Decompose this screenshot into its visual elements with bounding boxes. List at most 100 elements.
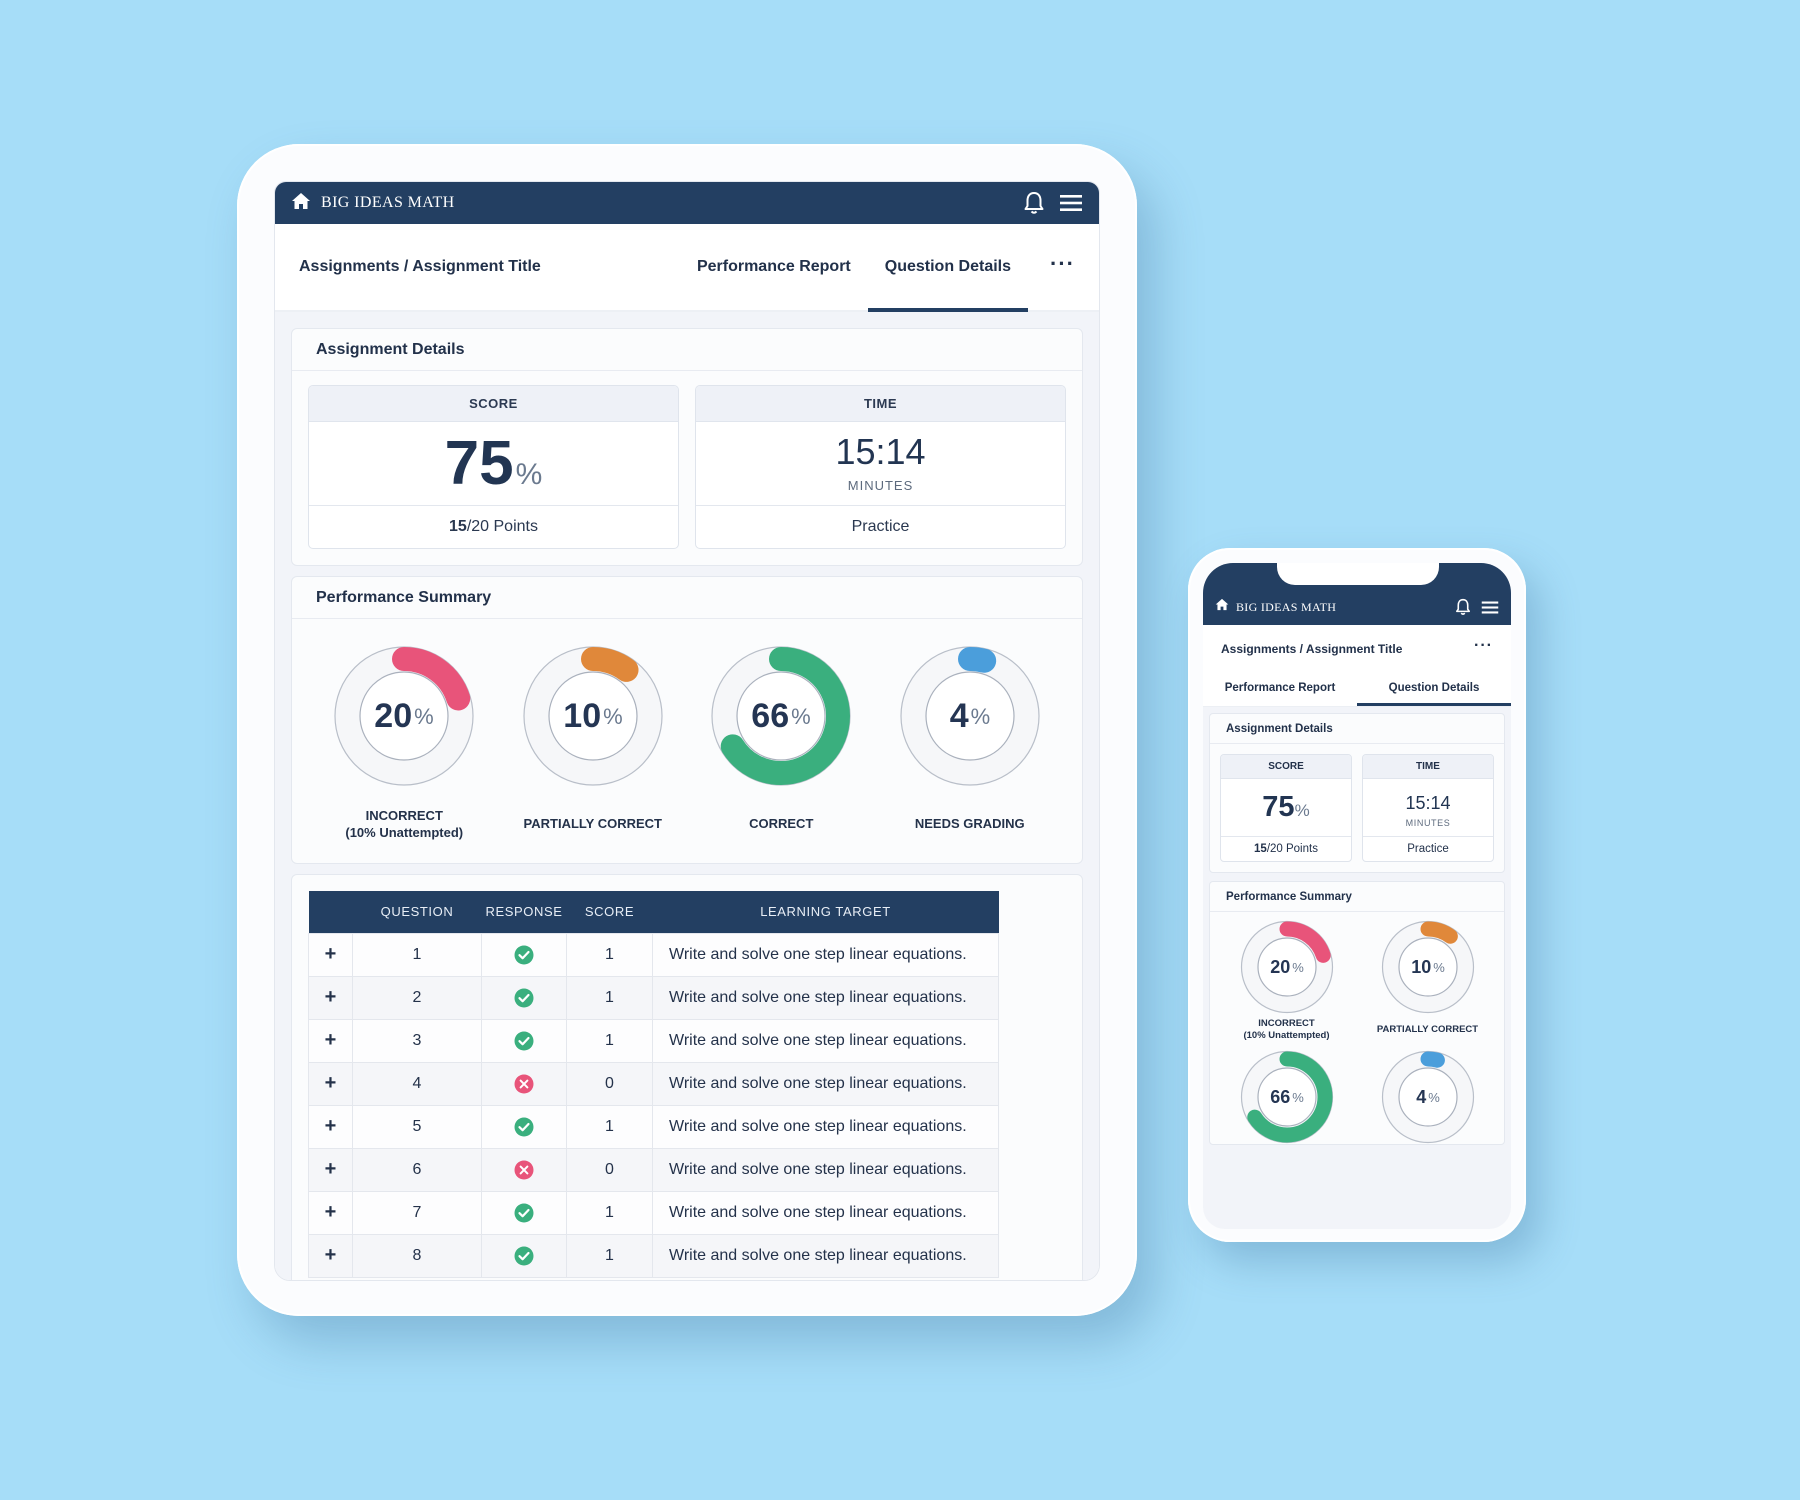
donut-category-label: PARTIALLY CORRECT — [524, 807, 662, 841]
donut-chart-item: 66% — [1216, 1050, 1357, 1144]
donut-percentage-label: 10% — [1411, 957, 1445, 977]
donut-inner-circle — [925, 671, 1015, 761]
donut-inner-circle — [1397, 937, 1458, 997]
assignment-mode: Practice — [1407, 843, 1449, 855]
learning-target: Write and solve one step linear equation… — [652, 932, 999, 977]
assignment-mode: Practice — [851, 518, 910, 535]
phone-tab-bar: Performance Report Question Details — [1203, 673, 1511, 707]
tab-performance-report[interactable]: Performance Report — [1224, 682, 1336, 694]
learning-target: Write and solve one step linear equation… — [652, 1061, 999, 1106]
bell-icon[interactable] — [1455, 598, 1471, 616]
tab-bar: Performance Report Question Details — [680, 224, 1029, 312]
donut-inner-circle — [359, 671, 449, 761]
more-options-button[interactable]: ··· — [1050, 251, 1075, 276]
tab-performance-report[interactable]: Performance Report — [696, 258, 851, 275]
question-number: 5 — [352, 1104, 482, 1149]
question-score: 1 — [566, 1018, 653, 1063]
question-number: 6 — [352, 1147, 482, 1192]
score-box: SCORE 75% 15/20 Points — [1220, 754, 1352, 862]
table-row[interactable]: +8 1 Write and solve one step linear equat… — [308, 1233, 999, 1278]
tablet-donut-1: 10% — [523, 646, 663, 786]
question-score: 0 — [566, 1147, 653, 1192]
donut-inner-circle — [736, 671, 826, 761]
brand[interactable]: BIG IDEAS MATH — [291, 192, 1023, 215]
expand-row-button[interactable]: + — [308, 1104, 353, 1149]
donut-percentage-label: 66% — [752, 697, 811, 735]
learning-target: Write and solve one step linear equation… — [652, 1104, 999, 1149]
response-cell — [481, 975, 567, 1020]
table-row[interactable]: +7 1 Write and solve one step linear equat… — [308, 1190, 999, 1235]
top-app-bar: BIG IDEAS MATH — [275, 182, 1099, 224]
time-unit: MINUTES — [1405, 817, 1451, 828]
bell-icon[interactable] — [1023, 191, 1045, 215]
table-row[interactable]: +3 1 Write and solve one step linear equat… — [308, 1018, 999, 1063]
breadcrumb[interactable]: Assignments / Assignment Title — [299, 258, 541, 275]
more-options-button[interactable]: ··· — [1474, 637, 1493, 654]
donut-chart-item: 10% PARTIALLY CORRECT — [1357, 920, 1498, 1046]
question-score: 1 — [566, 932, 653, 977]
question-number: 4 — [352, 1061, 482, 1106]
phone-screen: BIG IDEAS MATH Assignments / Assignment … — [1203, 563, 1511, 1229]
tab-question-details[interactable]: Question Details — [1357, 673, 1511, 706]
table-row[interactable]: +4 0 Write and solve one step linear equat… — [308, 1061, 999, 1106]
donut-category-label: NEEDS GRADING — [915, 807, 1025, 841]
header-response[interactable]: RESPONSE — [481, 891, 567, 933]
time-value: 15:14 — [835, 431, 926, 472]
response-cell — [481, 1104, 567, 1149]
expand-row-button[interactable]: + — [308, 1233, 353, 1278]
question-details-card: QUESTION RESPONSE SCORE LEARNING TARGET … — [291, 874, 1083, 1280]
donut-inner-circle — [1397, 1067, 1458, 1127]
score-points: 15/20 Points — [449, 518, 538, 535]
expand-row-button[interactable]: + — [308, 932, 353, 977]
expand-row-button[interactable]: + — [308, 975, 353, 1020]
score-points: 15/20 Points — [1254, 843, 1318, 855]
header-score[interactable]: SCORE — [566, 891, 653, 933]
response-cell — [481, 1061, 567, 1106]
donut-chart-item: 4% NEEDS GRADING — [880, 645, 1060, 841]
donut-arc-segment — [1382, 921, 1473, 1013]
home-icon[interactable] — [1215, 598, 1229, 616]
hamburger-menu-icon[interactable] — [1481, 600, 1499, 615]
table-row[interactable]: +6 0 Write and solve one step linear equat… — [308, 1147, 999, 1192]
question-number: 3 — [352, 1018, 482, 1063]
table-row[interactable]: +2 1 Write and solve one step linear equat… — [308, 975, 999, 1020]
expand-row-button[interactable]: + — [308, 1147, 353, 1192]
brand-name: BIG IDEAS MATH — [321, 194, 455, 211]
donut-chart-grid: 20% INCORRECT (10% Unattempted) 10% PARTIALL… — [1210, 912, 1504, 1144]
breadcrumb[interactable]: Assignments / Assignment Title — [1221, 642, 1403, 656]
response-cell — [481, 1018, 567, 1063]
check-circle-icon — [514, 1117, 534, 1137]
donut-chart-item: 20% INCORRECT (10% Unattempted) — [1216, 920, 1357, 1046]
score-value: 75% — [444, 428, 543, 498]
table-row[interactable]: +5 1 Write and solve one step linear equat… — [308, 1104, 999, 1149]
tab-question-details[interactable]: Question Details — [867, 226, 1029, 312]
questions-table: QUESTION RESPONSE SCORE LEARNING TARGET … — [308, 891, 999, 1278]
question-score: 1 — [566, 1104, 653, 1149]
learning-target: Write and solve one step linear equation… — [652, 1018, 999, 1063]
expand-row-button[interactable]: + — [308, 1190, 353, 1235]
donut-arc-segment — [523, 647, 662, 785]
time-box: TIME 15:14 MINUTES Practice — [1362, 754, 1494, 862]
question-number: 7 — [352, 1190, 482, 1235]
tablet-donut-2: 66% — [711, 646, 851, 786]
header-learning-target[interactable]: LEARNING TARGET — [652, 891, 999, 933]
phone-donut-1: 10% — [1381, 920, 1474, 1014]
donut-chart-item: 20% INCORRECT (10% Unattempted) — [314, 645, 494, 841]
performance-summary-heading: Performance Summary — [292, 577, 1082, 619]
expand-row-button[interactable]: + — [308, 1061, 353, 1106]
hamburger-menu-icon[interactable] — [1059, 193, 1083, 213]
performance-summary-card: Performance Summary 20% INCORRECT (10% Una… — [291, 576, 1083, 864]
brand-name: BIG IDEAS MATH — [1236, 599, 1337, 614]
table-row[interactable]: +1 1 Write and solve one step linear equat… — [308, 932, 999, 977]
header-question[interactable]: QUESTION — [352, 891, 482, 933]
donut-category-label: CORRECT — [749, 807, 813, 841]
phone-brand[interactable]: BIG IDEAS MATH — [1215, 598, 1455, 616]
time-box: TIME 15:14 MINUTES Practice — [695, 385, 1066, 549]
question-number: 2 — [352, 975, 482, 1020]
donut-category-label: PARTIALLY CORRECT — [1377, 1018, 1478, 1046]
donut-category-label: INCORRECT (10% Unattempted) — [345, 807, 463, 841]
donut-percentage-label: 20% — [1270, 957, 1304, 977]
x-circle-icon — [514, 1160, 534, 1180]
expand-row-button[interactable]: + — [308, 1018, 353, 1063]
home-icon[interactable] — [291, 192, 311, 215]
